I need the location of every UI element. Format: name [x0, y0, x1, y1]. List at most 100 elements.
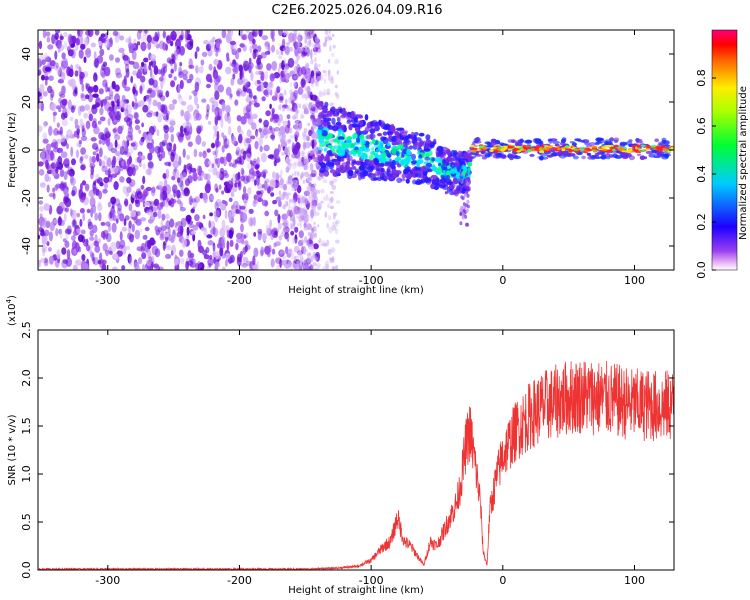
spectral-blob: [297, 211, 301, 215]
spectral-blob: [334, 84, 338, 89]
spectral-blob: [271, 108, 275, 114]
spectral-blob: [45, 221, 50, 228]
spectral-blob: [112, 128, 117, 133]
spectral-blob: [548, 145, 554, 147]
spectral-blob: [64, 240, 70, 248]
spectral-blob: [231, 61, 237, 68]
spectral-blob: [71, 185, 77, 196]
spectral-blob: [313, 125, 317, 131]
spectral-blob: [139, 85, 143, 94]
spectral-blob: [418, 132, 425, 137]
spectral-blob: [157, 226, 162, 233]
spectral-blob: [551, 151, 559, 157]
spectral-blob: [290, 210, 296, 215]
spectral-blob: [201, 141, 206, 147]
spectral-blob: [71, 190, 76, 197]
spectral-blob: [109, 250, 113, 256]
spectral-blob: [308, 39, 312, 45]
spectral-blob: [305, 35, 309, 40]
spectral-blob: [300, 112, 304, 117]
spectral-blob: [57, 48, 61, 53]
spectral-blob: [452, 177, 458, 184]
spectral-blob: [147, 161, 154, 169]
spectral-blob: [98, 238, 101, 244]
spectral-blob: [636, 140, 643, 144]
spectral-blob: [248, 168, 255, 175]
spectral-blob: [231, 205, 236, 210]
spectral-blob: [186, 113, 193, 121]
spectral-blob: [243, 256, 249, 263]
spectral-blob: [278, 30, 283, 37]
spectral-blob: [215, 147, 218, 158]
spectral-blob: [327, 203, 330, 209]
spectral-blob: [131, 50, 137, 61]
spectral-blob: [415, 137, 422, 142]
spectral-blob: [146, 132, 153, 142]
spectral-blob: [292, 30, 297, 34]
spectral-blob: [91, 156, 97, 164]
spectral-blob: [317, 224, 320, 228]
spectral-blob: [400, 159, 405, 166]
colorbar-tick-label: 0.6: [695, 117, 708, 135]
spectral-blob: [289, 46, 293, 52]
spectral-blob: [122, 54, 129, 61]
x-tick-label: -100: [359, 274, 384, 287]
spectral-blob: [280, 140, 286, 147]
spectral-blob: [304, 236, 308, 243]
spectral-blob: [350, 114, 357, 118]
spectral-blob: [127, 166, 134, 177]
spectral-blob: [54, 50, 58, 60]
spectral-blob: [331, 106, 336, 112]
spectral-blob: [157, 266, 164, 270]
spectral-blob: [386, 168, 391, 173]
spectral-blob: [44, 173, 50, 183]
spectral-blob: [253, 102, 260, 108]
spectral-blob: [286, 65, 289, 72]
spectral-blob: [417, 151, 421, 155]
spectral-blob: [307, 158, 311, 162]
spectral-blob: [604, 141, 609, 146]
spectral-blob: [309, 186, 314, 192]
spectral-blob: [310, 114, 315, 120]
spectral-blob: [466, 182, 469, 187]
spectral-blob: [279, 104, 282, 111]
spectral-blob: [410, 131, 415, 138]
spectral-blob: [84, 49, 91, 55]
spectral-blob: [326, 134, 331, 141]
spectral-blob: [357, 153, 361, 158]
spectral-blob: [436, 157, 443, 164]
spectral-blob: [195, 113, 202, 121]
spectral-blob: [89, 155, 92, 165]
spectral-blob: [114, 167, 118, 174]
spectral-blob: [79, 192, 86, 203]
spectral-blob: [313, 133, 319, 137]
spectral-blob: [77, 30, 81, 37]
spectral-blob: [150, 216, 155, 221]
spectral-blob: [470, 150, 477, 153]
spectral-blob: [296, 222, 301, 226]
spectral-blob: [407, 134, 412, 139]
spectral-blob: [195, 221, 203, 227]
spectral-blob: [80, 164, 86, 171]
spectral-blob: [154, 248, 161, 258]
spectral-blob: [463, 165, 468, 172]
spectral-blob: [74, 124, 80, 129]
spectral-blob: [552, 140, 560, 145]
snr-frame: [37, 329, 675, 571]
spectral-blob: [300, 215, 304, 220]
spectral-blob: [70, 48, 76, 59]
spectral-blob: [145, 207, 150, 211]
spectral-blob: [312, 115, 316, 123]
colorbar-label: Normalized spectral amplitude: [738, 86, 749, 240]
spectral-blob: [595, 156, 602, 159]
spectral-blob: [192, 171, 198, 182]
spectral-blob: [661, 140, 667, 144]
spectral-blob: [195, 65, 199, 74]
spectral-blob: [213, 110, 218, 118]
spectral-blob: [43, 53, 49, 59]
spectral-blob: [457, 155, 462, 159]
spectral-blob: [293, 161, 299, 167]
spectral-blob: [153, 65, 159, 76]
spectral-blob: [420, 178, 426, 184]
spectral-blob: [571, 142, 577, 147]
